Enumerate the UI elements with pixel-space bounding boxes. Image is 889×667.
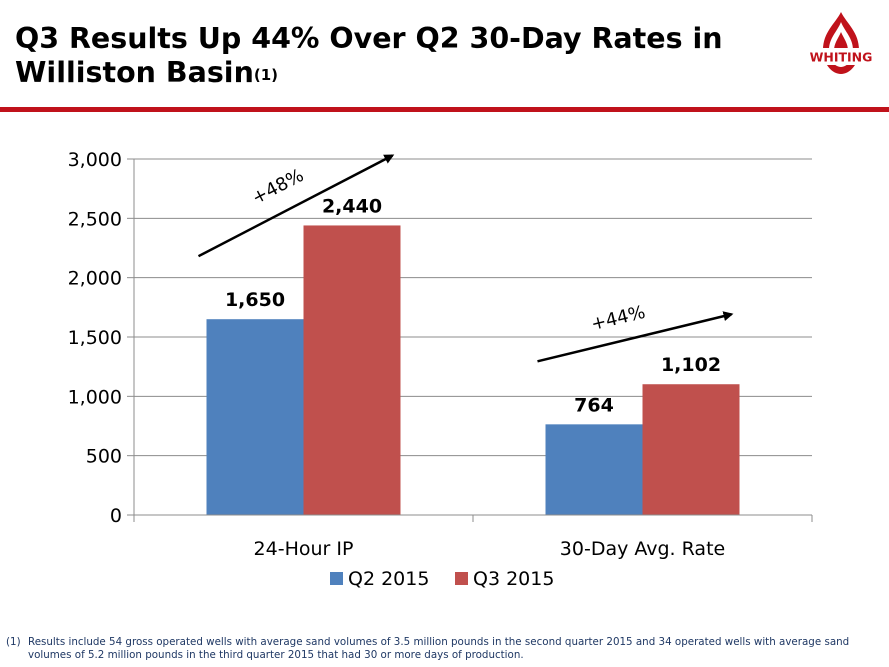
bar-q2-24-hour-ip: [206, 319, 304, 515]
footnote-text: Results include 54 gross operated wells …: [28, 636, 850, 661]
growth-arrow: [537, 311, 734, 363]
y-tick-label: 500: [86, 446, 122, 468]
footnote: (1) Results include 54 gross operated we…: [6, 636, 886, 661]
footnote-number: (1): [6, 636, 21, 648]
title-line-1: Q3 Results Up 44% Over Q2 30-Day Rates i…: [15, 22, 723, 55]
title-line-2: Williston Basin: [15, 56, 254, 89]
logo-text: WHITING: [810, 50, 873, 65]
legend-label-q2: Q2 2015: [348, 568, 429, 590]
y-tick-label: 0: [110, 505, 122, 527]
y-tick-label: 2,500: [68, 208, 122, 230]
y-tick-label: 1,000: [68, 386, 122, 408]
bar-q3-30-day-avg-rate: [642, 384, 740, 515]
bar-data-label: 2,440: [322, 195, 382, 217]
page-title: Q3 Results Up 44% Over Q2 30-Day Rates i…: [15, 22, 775, 90]
whiting-logo: WHITING: [803, 12, 879, 74]
y-tick-label: 2,000: [68, 268, 122, 290]
y-tick-label: 3,000: [68, 149, 122, 171]
legend-swatch-q3: [455, 572, 468, 585]
bar-data-label: 764: [574, 394, 614, 416]
legend-label-q3: Q3 2015: [473, 568, 554, 590]
y-tick-label: 1,500: [68, 327, 122, 349]
bar-q2-30-day-avg-rate: [545, 424, 643, 515]
bar-data-label: 1,102: [661, 354, 721, 376]
title-footnote-marker: (1): [253, 66, 279, 84]
title-divider: [0, 107, 889, 112]
growth-annotation-label: +44%: [589, 302, 647, 335]
legend-swatch-q2: [330, 572, 343, 585]
x-category-label: 24-Hour IP: [254, 538, 354, 560]
x-category-label: 30-Day Avg. Rate: [560, 538, 725, 560]
bar-q3-24-hour-ip: [303, 225, 401, 515]
growth-annotation-label: +48%: [249, 165, 308, 209]
bar-data-label: 1,650: [225, 289, 285, 311]
growth-arrow: [197, 154, 395, 258]
